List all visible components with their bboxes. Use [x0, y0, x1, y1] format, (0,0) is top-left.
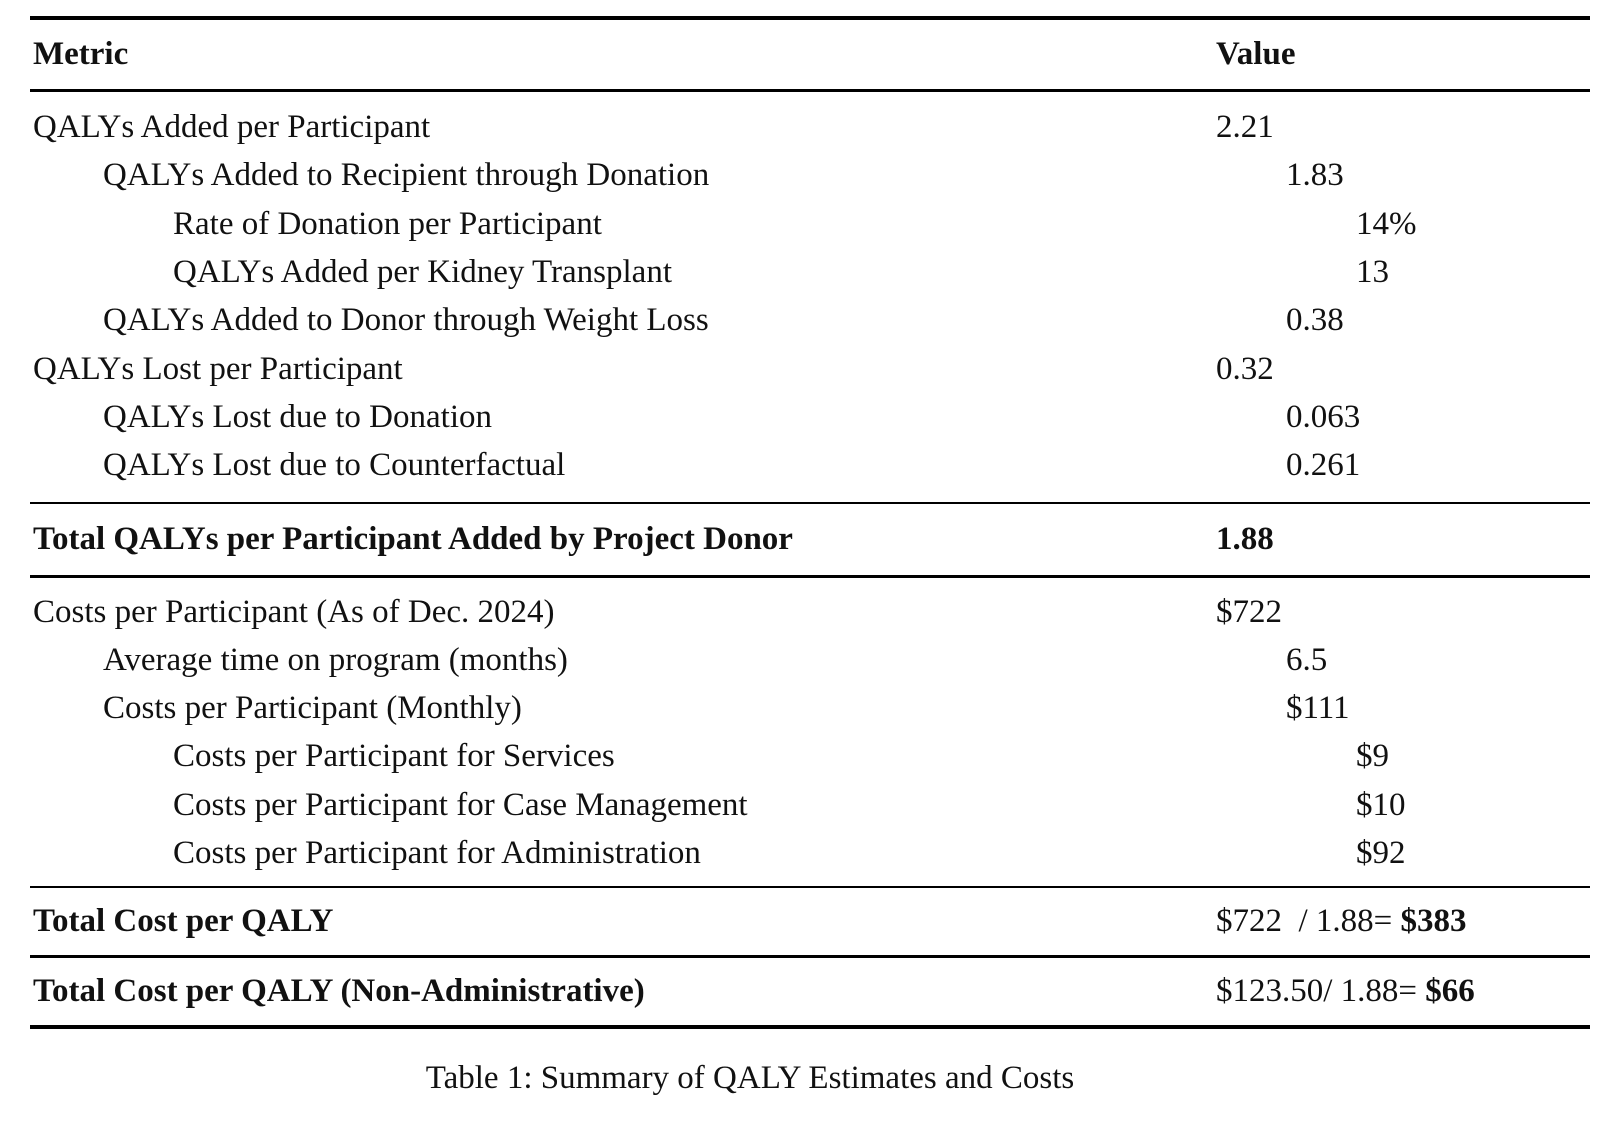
metric-value: $111: [1286, 690, 1350, 727]
metric-label: QALYs Added per Participant: [33, 109, 431, 146]
metric-value: 14%: [1356, 205, 1417, 242]
qaly-total-row: Total QALYs per Participant Added by Pro…: [30, 504, 1590, 575]
total-value-expression: $123.50/ 1.88=: [1216, 972, 1426, 1009]
metric-label: QALYs Added per Kidney Transplant: [173, 254, 672, 291]
table-row: Costs per Participant for Administration…: [30, 829, 1590, 877]
metric-value: $722: [1216, 593, 1282, 630]
metric-value: $9: [1356, 738, 1389, 775]
table-row: QALYs Added per Kidney Transplant 13: [30, 248, 1590, 296]
cost-total-nonadmin-row: Total Cost per QALY (Non-Administrative)…: [30, 958, 1590, 1025]
top-rule: [30, 16, 1590, 20]
metric-value: 0.32: [1216, 350, 1274, 387]
cost-section: Costs per Participant (As of Dec. 2024) …: [30, 578, 1590, 886]
metric-column-header: Metric: [33, 36, 129, 72]
section-rule: [30, 501, 1590, 505]
total-label: Total Cost per QALY: [33, 903, 334, 940]
value-column-header: Value: [1216, 36, 1296, 72]
metric-value: $10: [1356, 786, 1406, 823]
table-row: Costs per Participant for Case Managemen…: [30, 781, 1590, 829]
table-row: Average time on program (months) 6.5: [30, 636, 1590, 684]
metric-label: QALYs Added to Recipient through Donatio…: [103, 157, 710, 194]
metric-label: QALYs Lost due to Counterfactual: [103, 447, 566, 484]
cost-total-row: Total Cost per QALY $722 / 1.88= $383: [30, 888, 1590, 955]
table-row: QALYs Lost due to Donation 0.063: [30, 393, 1590, 441]
table-row: QALYs Lost per Participant 0.32: [30, 345, 1590, 393]
metric-label: Costs per Participant for Services: [173, 738, 615, 775]
table-row: Rate of Donation per Participant 14%: [30, 200, 1590, 248]
metric-label: Costs per Participant for Administration: [173, 835, 701, 871]
metric-label: QALYs Lost due to Donation: [103, 398, 492, 435]
section-rule: [30, 955, 1590, 958]
metric-value: 13: [1356, 254, 1389, 291]
section-rule: [30, 575, 1590, 578]
metric-value: 6.5: [1286, 641, 1328, 678]
total-value-expression: $722 / 1.88=: [1216, 903, 1401, 940]
table-row: QALYs Added to Donor through Weight Loss…: [30, 297, 1590, 345]
total-label: Total Cost per QALY (Non-Administrative): [33, 972, 645, 1009]
header-rule: [30, 89, 1590, 92]
metric-label: QALYs Lost per Participant: [33, 350, 403, 387]
table-row: Costs per Participant for Services $9: [30, 733, 1590, 781]
total-value: $123.50/ 1.88= $66: [1216, 973, 1590, 1010]
table-caption: Table 1: Summary of QALY Estimates and C…: [425, 1060, 1075, 1096]
metric-label: Rate of Donation per Participant: [173, 205, 602, 242]
total-value: 1.88: [1216, 521, 1274, 558]
metric-value: 0.261: [1286, 447, 1361, 484]
metric-label: Costs per Participant for Case Managemen…: [173, 786, 748, 823]
table-row: QALYs Added to Recipient through Donatio…: [30, 152, 1590, 200]
summary-table: Metric Value QALYs Added per Participant…: [30, 16, 1590, 1029]
qaly-section: QALYs Added per Participant 2.21 QALYs A…: [30, 92, 1590, 502]
metric-value: 0.063: [1286, 398, 1361, 435]
bottom-rule: [30, 1024, 1590, 1029]
total-value: $722 / 1.88= $383: [1216, 903, 1590, 940]
metric-value: 2.21: [1216, 109, 1274, 146]
metric-label: Average time on program (months): [103, 641, 568, 678]
metric-value: $92: [1356, 835, 1406, 871]
metric-value: 1.83: [1286, 157, 1344, 194]
metric-label: Costs per Participant (Monthly): [103, 690, 522, 727]
table-row: Costs per Participant (As of Dec. 2024) …: [30, 588, 1590, 636]
metric-label: Costs per Participant (As of Dec. 2024): [33, 593, 555, 630]
metric-value: 0.38: [1286, 302, 1344, 339]
table-row: QALYs Lost due to Counterfactual 0.261: [30, 442, 1590, 490]
table-row: Costs per Participant (Monthly) $111: [30, 684, 1590, 732]
total-value-result: $66: [1425, 972, 1475, 1009]
table-row: QALYs Added per Participant 2.21: [30, 104, 1590, 152]
total-label: Total QALYs per Participant Added by Pro…: [33, 521, 793, 558]
metric-label: QALYs Added to Donor through Weight Loss: [103, 302, 709, 339]
total-value-result: $383: [1400, 903, 1467, 940]
section-rule: [30, 885, 1590, 889]
table-header-row: Metric Value: [30, 20, 1590, 89]
